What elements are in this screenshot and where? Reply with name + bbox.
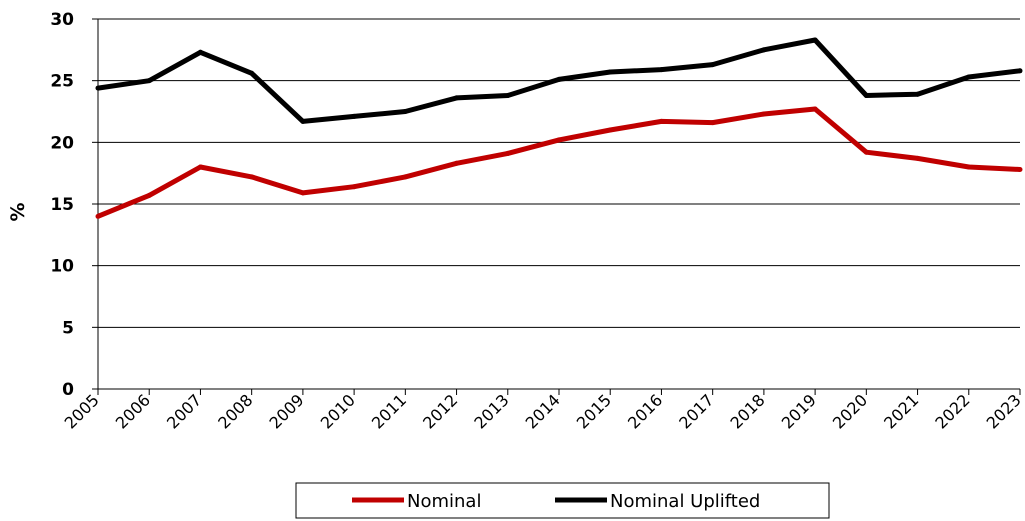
data-point-nominal-2023 — [1017, 166, 1023, 172]
series-line-nominal — [97, 106, 1021, 219]
legend: Nominal Nominal Uplifted — [295, 482, 830, 519]
data-point-nominal-2006 — [146, 192, 152, 198]
data-point-nominal-2009 — [300, 190, 306, 196]
data-point-nominal-uplifted-2020 — [863, 92, 869, 98]
data-point-nominal-uplifted-2012 — [454, 95, 460, 101]
y-tick-label: 15 — [50, 195, 74, 215]
legend-label-nominal: Nominal — [407, 491, 481, 512]
data-point-nominal-uplifted-2021 — [915, 91, 921, 97]
y-tick-label: 0 — [62, 380, 74, 400]
data-point-nominal-2007 — [197, 164, 203, 170]
x-tick-label: 2015 — [573, 390, 615, 432]
data-point-nominal-uplifted-2008 — [249, 70, 255, 76]
data-point-nominal-uplifted-2018 — [761, 47, 767, 53]
data-point-nominal-2012 — [454, 160, 460, 166]
x-tick-label: 2008 — [214, 390, 256, 432]
y-tick-label: 5 — [62, 318, 74, 338]
x-tick-label: 2010 — [317, 390, 359, 432]
x-tick-label: 2014 — [522, 390, 564, 432]
y-tick-label: 25 — [50, 72, 74, 92]
data-point-nominal-2016 — [658, 118, 664, 124]
x-tick-label: 2019 — [778, 390, 820, 432]
data-point-nominal-2011 — [402, 174, 408, 180]
data-point-nominal-2021 — [915, 155, 921, 161]
data-point-nominal-uplifted-2017 — [710, 62, 716, 68]
x-tick-label: 2022 — [931, 390, 973, 432]
data-point-nominal-uplifted-2015 — [607, 69, 613, 75]
data-point-nominal-uplifted-2011 — [402, 109, 408, 114]
x-tick-label: 2017 — [675, 390, 717, 432]
data-point-nominal-2017 — [710, 120, 716, 126]
data-point-nominal-uplifted-2013 — [505, 92, 511, 98]
x-tick-label: 2021 — [880, 390, 922, 432]
y-tick-label: 30 — [50, 10, 74, 30]
data-point-nominal-2008 — [249, 174, 255, 180]
x-tick-label: 2018 — [726, 390, 768, 432]
data-point-nominal-uplifted-2006 — [146, 78, 152, 84]
axes — [92, 18, 1021, 395]
legend-label-nominal-uplifted: Nominal Uplifted — [610, 491, 760, 512]
x-tick-label: 2012 — [419, 390, 461, 432]
data-point-nominal-2010 — [351, 184, 357, 190]
x-tick-labels: 2005 2006 2007 2008 2009 2010 2011 2012 2013 2014… — [61, 390, 1025, 432]
y-tick-label: 10 — [50, 257, 74, 277]
data-point-nominal-uplifted-2005 — [95, 85, 101, 91]
data-point-nominal-uplifted-2007 — [197, 49, 203, 55]
data-point-nominal-uplifted-2010 — [351, 113, 357, 119]
y-axis-title: % — [7, 202, 29, 221]
data-point-nominal-2015 — [607, 127, 613, 133]
data-point-nominal-uplifted-2014 — [556, 76, 562, 82]
data-point-nominal-uplifted-2019 — [812, 37, 818, 43]
data-point-nominal-2020 — [863, 149, 869, 155]
x-tick-label: 2020 — [829, 390, 871, 432]
data-point-nominal-2013 — [505, 150, 511, 156]
data-point-nominal-2018 — [761, 111, 767, 117]
data-point-nominal-uplifted-2009 — [300, 118, 306, 124]
data-point-nominal-uplifted-2023 — [1017, 68, 1023, 74]
data-point-nominal-2005 — [95, 213, 101, 219]
y-tick-label: 20 — [50, 133, 74, 153]
data-point-nominal-2022 — [966, 164, 972, 170]
x-tick-label: 2007 — [163, 390, 205, 432]
data-point-nominal-uplifted-2022 — [966, 74, 972, 80]
series-lines — [95, 37, 1023, 219]
data-point-nominal-uplifted-2016 — [658, 67, 664, 73]
x-tick-label: 2016 — [624, 390, 666, 432]
x-tick-label: 2013 — [470, 390, 512, 432]
y-tick-labels: 0 5 10 15 20 25 30 — [50, 10, 74, 400]
data-point-nominal-2014 — [556, 137, 562, 143]
x-tick-label: 2011 — [368, 390, 410, 432]
x-tick-label: 2023 — [983, 390, 1025, 432]
x-tick-label: 2009 — [265, 390, 307, 432]
x-tick-label: 2006 — [112, 390, 154, 432]
data-point-nominal-2019 — [812, 106, 818, 112]
